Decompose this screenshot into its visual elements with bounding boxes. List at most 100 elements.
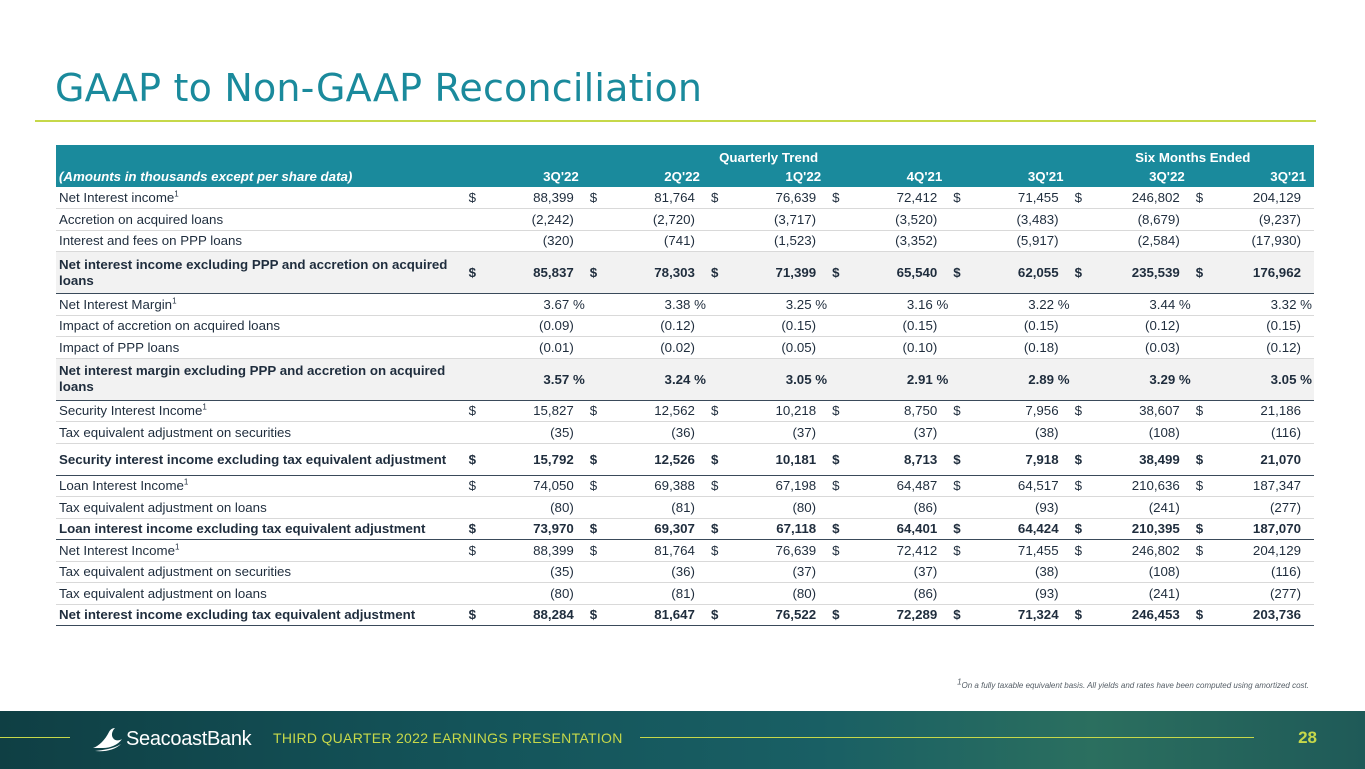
value-cell: 3.29 % — [1086, 358, 1193, 401]
value-cell: 7,918 — [965, 443, 1072, 476]
currency-symbol: $ — [1192, 518, 1208, 540]
row-label: Security interest income excluding tax e… — [56, 443, 466, 476]
value-cell: (0.15) — [965, 315, 1072, 337]
currency-symbol — [707, 561, 723, 583]
value-cell: (0.15) — [1207, 315, 1314, 337]
value-cell: 72,412 — [844, 187, 951, 209]
currency-symbol — [950, 230, 966, 252]
table-row: Tax equivalent adjustment on loans (80) (8… — [56, 496, 1314, 519]
currency-symbol: $ — [829, 539, 845, 562]
value-cell: 88,284 — [480, 604, 587, 626]
value-cell: (0.15) — [844, 315, 951, 337]
page-number: 28 — [1298, 728, 1317, 747]
currency-symbol — [586, 336, 602, 359]
value-cell: 88,399 — [480, 539, 587, 562]
currency-symbol — [707, 293, 723, 316]
table-row: Net interest income excluding PPP and ac… — [56, 251, 1314, 294]
currency-symbol: $ — [829, 443, 845, 476]
value-cell: 71,399 — [722, 251, 830, 294]
value-cell: (116) — [1207, 561, 1314, 583]
row-label-text: Loan interest income excluding tax equiv… — [59, 521, 426, 537]
value-cell: (80) — [722, 582, 830, 605]
value-cell: (320) — [480, 230, 587, 252]
currency-symbol — [707, 315, 723, 337]
currency-symbol — [1071, 496, 1087, 519]
value-cell: 81,764 — [601, 187, 708, 209]
value-cell: (277) — [1207, 496, 1314, 519]
value-cell: 3.24 % — [601, 358, 708, 401]
currency-symbol — [1192, 230, 1208, 252]
currency-symbol — [1071, 582, 1087, 605]
value-cell: (3,520) — [844, 208, 951, 231]
currency-symbol: $ — [707, 475, 723, 497]
value-cell: 85,837 — [480, 251, 587, 294]
currency-symbol: $ — [950, 518, 966, 540]
value-cell: 235,539 — [1086, 251, 1193, 294]
row-label-text: Net Interest income — [59, 190, 175, 205]
value-cell: 69,307 — [601, 518, 708, 540]
currency-symbol — [950, 358, 966, 401]
row-label-text: Accretion on acquired loans — [59, 211, 224, 227]
value-cell: 210,636 — [1086, 475, 1193, 497]
currency-symbol — [1192, 315, 1208, 337]
currency-symbol — [1192, 358, 1208, 401]
currency-symbol: $ — [1071, 518, 1087, 540]
column-header: 3Q'22 — [1071, 166, 1193, 187]
currency-symbol: $ — [1192, 475, 1208, 497]
column-header: 3Q'22 — [465, 166, 587, 187]
table-row: Net Interest Margin1 3.67 % 3.38 % 3.25 % 3.… — [56, 293, 1314, 316]
currency-symbol — [950, 293, 966, 316]
value-cell: 76,639 — [722, 539, 830, 562]
currency-symbol — [707, 358, 723, 401]
row-label: Loan interest income excluding tax equiv… — [56, 518, 466, 540]
presentation-subtitle: THIRD QUARTER 2022 EARNINGS PRESENTATION — [273, 730, 623, 746]
currency-symbol: $ — [1192, 604, 1208, 626]
row-label: Tax equivalent adjustment on loans — [56, 496, 466, 519]
value-cell: 38,607 — [1086, 400, 1193, 422]
currency-symbol: $ — [465, 187, 481, 209]
value-cell: (35) — [480, 561, 587, 583]
row-label: Impact of PPP loans — [56, 336, 466, 359]
value-cell: (241) — [1086, 582, 1193, 605]
currency-symbol — [829, 421, 845, 444]
table-row: Impact of accretion on acquired loans (0.… — [56, 315, 1314, 337]
value-cell: 38,499 — [1086, 443, 1193, 476]
currency-symbol — [1192, 582, 1208, 605]
value-cell: (0.15) — [722, 315, 830, 337]
row-label-text: Impact of PPP loans — [59, 339, 180, 355]
reconciliation-table-container: Quarterly Trend Six Months Ended (Amount… — [56, 145, 1314, 626]
value-cell: 67,198 — [722, 475, 830, 497]
currency-symbol — [829, 358, 845, 401]
value-cell: 7,956 — [965, 400, 1072, 422]
currency-symbol — [465, 421, 481, 444]
currency-symbol: $ — [1071, 539, 1087, 562]
value-cell: (0.01) — [480, 336, 587, 359]
currency-symbol: $ — [586, 400, 602, 422]
value-cell: 3.32 % — [1207, 293, 1314, 316]
value-cell: 15,827 — [480, 400, 587, 422]
currency-symbol: $ — [1192, 539, 1208, 562]
value-cell: (2,242) — [480, 208, 587, 231]
currency-symbol — [586, 230, 602, 252]
value-cell: (0.02) — [601, 336, 708, 359]
currency-symbol: $ — [829, 251, 845, 294]
currency-symbol — [1192, 293, 1208, 316]
value-cell: (3,717) — [722, 208, 830, 231]
currency-symbol — [707, 421, 723, 444]
currency-symbol: $ — [465, 400, 481, 422]
value-cell: 204,129 — [1207, 539, 1314, 562]
currency-symbol: $ — [465, 604, 481, 626]
value-cell: 15,792 — [480, 443, 587, 476]
value-cell: (277) — [1207, 582, 1314, 605]
currency-symbol: $ — [950, 475, 966, 497]
bird-logo-icon — [93, 728, 122, 752]
value-cell: (0.12) — [1207, 336, 1314, 359]
currency-symbol — [829, 582, 845, 605]
title-divider — [35, 120, 1316, 122]
currency-symbol: $ — [950, 187, 966, 209]
value-cell: 246,453 — [1086, 604, 1193, 626]
value-cell: (37) — [722, 561, 830, 583]
footer-bar: SeacoastBank THIRD QUARTER 2022 EARNINGS… — [0, 711, 1365, 769]
currency-symbol: $ — [950, 443, 966, 476]
value-cell: (2,720) — [601, 208, 708, 231]
